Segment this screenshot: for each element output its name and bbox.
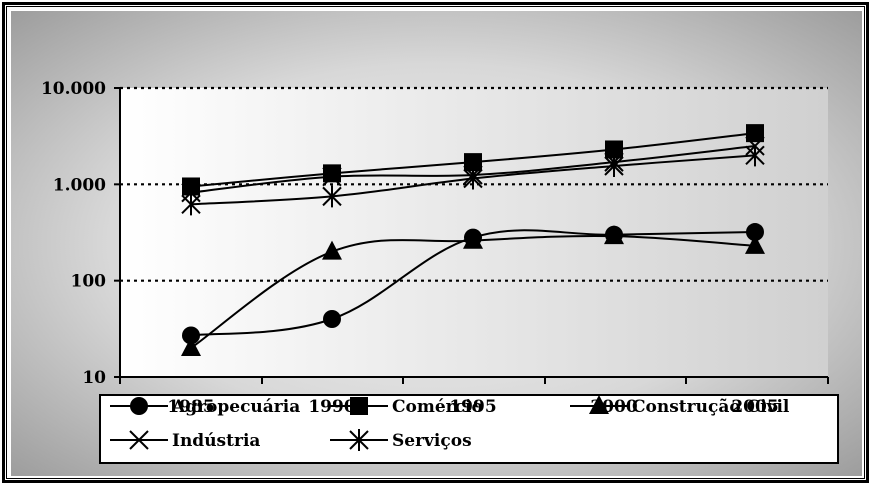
legend-marker (129, 430, 149, 450)
data-point-shape (322, 185, 342, 208)
data-point-shape (463, 167, 483, 190)
legend-marker-shape (350, 397, 368, 415)
axes (114, 87, 829, 384)
legend-label: Indústria (172, 431, 260, 451)
legend-entry: Indústria (110, 430, 260, 451)
data-point-shape (322, 240, 342, 260)
data-point-shape (322, 166, 342, 187)
data-point (464, 153, 482, 172)
y-tick-label: 100 (71, 272, 107, 292)
data-point-shape (182, 326, 200, 345)
legend-entry: Serviços (330, 429, 472, 451)
x-tick-label: 2005 (731, 397, 778, 417)
data-point (605, 140, 623, 159)
data-point (604, 154, 624, 177)
data-point (746, 223, 764, 242)
legend-label: Construção Civil (632, 397, 790, 417)
legend-marker-shape (349, 429, 369, 451)
legend-entry: Construção Civil (570, 395, 790, 417)
data-point-shape (182, 177, 200, 196)
legend-marker-shape (589, 395, 609, 414)
data-point (322, 185, 342, 208)
y-tick-label: 1.000 (53, 175, 106, 195)
data-point (604, 225, 624, 245)
x-tick-label: 1990 (308, 397, 355, 417)
data-point-shape (181, 337, 201, 357)
data-point-shape (745, 144, 765, 167)
chart-inner-border (6, 6, 865, 479)
data-point (181, 193, 201, 216)
legend-label: Comércio (392, 397, 483, 417)
x-tick-label: 1985 (167, 397, 214, 417)
legend-marker (589, 395, 609, 414)
data-point (322, 240, 342, 260)
data-point-shape (323, 164, 341, 183)
data-point (745, 234, 765, 254)
legend-marker-shape (130, 397, 148, 415)
legend-label: Agropecuária (171, 397, 300, 417)
legend-box (99, 394, 839, 464)
data-point (463, 167, 483, 190)
gridlines (120, 86, 828, 282)
data-point-shape (604, 225, 624, 245)
data-point (181, 337, 201, 357)
data-point (182, 177, 200, 196)
y-tick-label: 10 (82, 368, 106, 388)
data-point-shape (323, 310, 341, 329)
legend-marker (130, 397, 148, 415)
x-tick-label: 2000 (590, 397, 637, 417)
data-point-shape (181, 193, 201, 216)
data-point (322, 166, 342, 187)
legend-label: Serviços (392, 431, 472, 451)
data-point (463, 229, 483, 249)
legend-entry: Comércio (330, 397, 483, 417)
data-point (323, 310, 341, 329)
data-point (746, 124, 764, 143)
data-point (745, 144, 765, 167)
y-axis-tick-labels: 10 100 1.000 10.000 (41, 79, 106, 388)
data-point-shape (746, 124, 764, 143)
data-point-shape (746, 223, 764, 242)
y-tick-label: 10.000 (41, 79, 106, 99)
data-point (182, 326, 200, 345)
data-point-shape (463, 229, 483, 249)
data-point-shape (745, 234, 765, 254)
x-tick-label: 1995 (449, 397, 496, 417)
data-point (323, 164, 341, 183)
chart-outer-border (2, 2, 869, 483)
series-markers (181, 124, 765, 357)
data-point-shape (464, 153, 482, 172)
legend-marker (350, 397, 368, 415)
x-axis-tick-labels: 1985 1990 1995 2000 2005 (167, 397, 778, 417)
data-point-shape (605, 140, 623, 159)
data-point-shape (604, 154, 624, 177)
legend: Agropecuária Comércio Construção Civil Indú… (110, 395, 790, 451)
legend-marker (349, 429, 369, 451)
legend-marker-shape (129, 430, 149, 450)
legend-entry: Agropecuária (110, 397, 300, 417)
